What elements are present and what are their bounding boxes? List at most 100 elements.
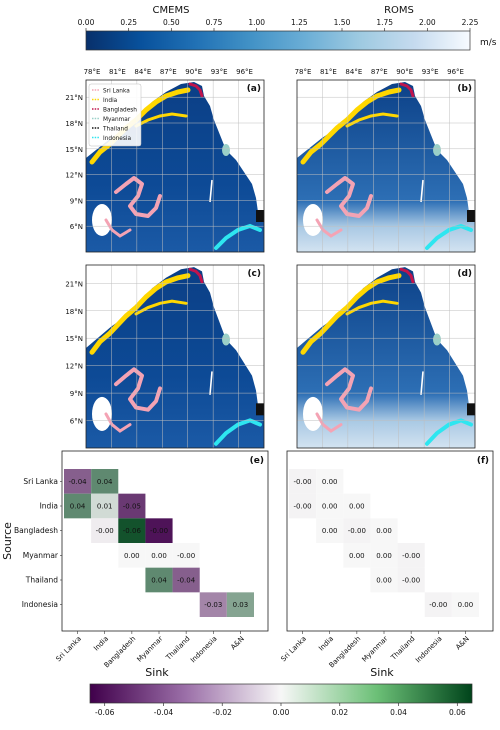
- diff-tick-label: -0.02: [213, 708, 233, 717]
- andaman-islands: [209, 179, 213, 203]
- indonesia-particles: [214, 418, 262, 446]
- speed-tick-label: 0.75: [206, 18, 223, 27]
- heatmap-cell-value: 0.00: [376, 577, 392, 585]
- lon-tick-label: 84°E: [345, 68, 362, 76]
- speed-tick-label: 1.75: [376, 18, 393, 27]
- india-particles: [300, 273, 402, 355]
- column-tick-label: India: [92, 635, 110, 653]
- heatmap-cell-value: -0.00: [294, 503, 312, 511]
- sri-lanka-landmass: [303, 396, 323, 431]
- sri-lanka-particles-south: [315, 412, 343, 433]
- column-tick-label: India: [317, 635, 335, 653]
- heatmap-cell: [64, 493, 92, 519]
- heatmap-cell: [145, 567, 173, 593]
- lat-tick-label: 6°N: [70, 418, 83, 426]
- sri-lanka-landmass: [92, 204, 112, 236]
- heatmap-cell-value: 0.00: [376, 527, 392, 535]
- lon-tick-label: 87°E: [371, 68, 388, 76]
- heatmap-cell: [118, 493, 146, 519]
- lat-tick-label: 12°N: [65, 172, 83, 180]
- heatmap-cell: [316, 469, 344, 494]
- map-frame: [296, 264, 476, 449]
- column-tick-label: A&N: [229, 635, 246, 652]
- column-tick-label: Thailand: [164, 635, 192, 663]
- diff-tick-label: 0.00: [273, 708, 290, 717]
- heatmap-cell: [289, 493, 317, 519]
- sri-lanka-particles-south: [104, 218, 132, 238]
- row-tick-label: Bangladesh: [14, 526, 58, 535]
- heatmap-cell: [343, 518, 371, 543]
- heatmap-cell-value: 0.00: [322, 527, 338, 535]
- indonesia-particles: [425, 418, 473, 446]
- lat-tick-label: 9°N: [70, 197, 83, 205]
- heatmap-cell-value: -0.05: [123, 503, 141, 511]
- heatmap-cell-value: 0.01: [97, 503, 113, 511]
- heatmap-cell-value: -0.00: [294, 478, 312, 486]
- myanmar-particles: [433, 144, 441, 156]
- map-frame: [85, 79, 265, 253]
- lon-tick-label: 81°E: [320, 68, 337, 76]
- row-tick-label: Sri Lanka: [23, 477, 58, 486]
- heatmap-cell-value: -0.00: [348, 527, 366, 535]
- heatmap-cell: [316, 518, 344, 543]
- andaman-islands: [209, 371, 213, 395]
- speed-unit: m/s: [480, 38, 497, 48]
- column-tick-label: Myanmar: [360, 635, 389, 664]
- lat-tick-label: 9°N: [70, 390, 83, 398]
- lon-tick-label: 81°E: [109, 68, 126, 76]
- map-panel-d: (d): [296, 264, 476, 449]
- x-axis-label: Sink: [370, 666, 394, 679]
- row-tick-label: India: [40, 502, 58, 511]
- heatmap-cell-value: -0.04: [177, 577, 196, 585]
- india-particles-offshore: [345, 112, 399, 128]
- heatmap-cell: [91, 493, 119, 519]
- heatmap-cell-value: 0.00: [458, 601, 474, 609]
- legend-item-label: Sri Lanka: [103, 89, 130, 95]
- heatmap-cell-value: 0.00: [151, 552, 167, 560]
- column-tick-label: Sri Lanka: [279, 635, 308, 664]
- bangladesh-particles: [188, 267, 204, 284]
- column-tick-label: Myanmar: [135, 635, 164, 664]
- heatmap-cell-value: 0.03: [233, 601, 249, 609]
- sri-lanka-particles: [114, 176, 162, 218]
- speed-tick-label: 1.25: [291, 18, 308, 27]
- heatmap-cell-value: 0.04: [151, 577, 167, 585]
- sri-lanka-particles: [114, 367, 162, 412]
- heatmap-cell: [370, 543, 398, 568]
- legend-box: [88, 83, 142, 147]
- heatmap-cell: [289, 469, 317, 494]
- panel-label: (f): [477, 456, 489, 466]
- heatmap-cell-value: 0.04: [70, 503, 86, 511]
- heatmap-cell: [316, 493, 344, 519]
- heatmap-panels: -0.04 0.04 0.04 0.01 -0.05 -0.00 -0.06 -0.00 0.0…: [1, 450, 494, 679]
- andaman-islands: [420, 371, 424, 395]
- lon-tick-label: 90°E: [185, 68, 202, 76]
- legend: Sri Lanka India Bangladesh Myanmar Thailand I…: [88, 83, 142, 147]
- heatmap-cell-value: 0.00: [349, 503, 365, 511]
- heatmap-f: -0.00 0.00 -0.00 0.00 0.00 0.00 -0.00 0.00 0.00 0…: [279, 450, 494, 679]
- bangladesh-particles: [399, 82, 415, 98]
- heatmap-cell: [172, 543, 200, 568]
- panel-label: (b): [457, 84, 472, 94]
- heatmap-cell: [397, 567, 425, 593]
- heatmap-cell: [343, 543, 371, 568]
- heatmap-cell: [118, 543, 146, 568]
- andaman-islands: [420, 179, 424, 203]
- row-tick-label: Myanmar: [23, 551, 59, 560]
- speed-colorbar-ticks: 0.00 0.25 0.50 0.75 1.00 1.25 1.50 1.75 2.00 2.25: [78, 18, 479, 31]
- heatmap-cell: [145, 518, 173, 543]
- bangladesh-particles: [188, 82, 204, 98]
- myanmar-particles: [433, 333, 441, 346]
- lon-tick-label: 96°E: [447, 68, 464, 76]
- lon-tick-label: 96°E: [236, 68, 253, 76]
- right-title: ROMS: [384, 5, 414, 16]
- indonesia-particles: [214, 223, 262, 250]
- speed-colorbar: 0.00 0.25 0.50 0.75 1.00 1.25 1.50 1.75 2.00 2.25…: [78, 18, 497, 51]
- column-tick-label: Thailand: [389, 635, 417, 663]
- map-panel-b: (b) 78°E 81°E 84°E 87°E 90°E 93°E 96°E: [295, 68, 476, 253]
- lat-tick-label: 12°N: [65, 363, 83, 371]
- left-title: CMEMS: [153, 5, 190, 16]
- column-tick-label: Indonesia: [414, 635, 444, 665]
- legend-item-label: Myanmar: [103, 117, 131, 123]
